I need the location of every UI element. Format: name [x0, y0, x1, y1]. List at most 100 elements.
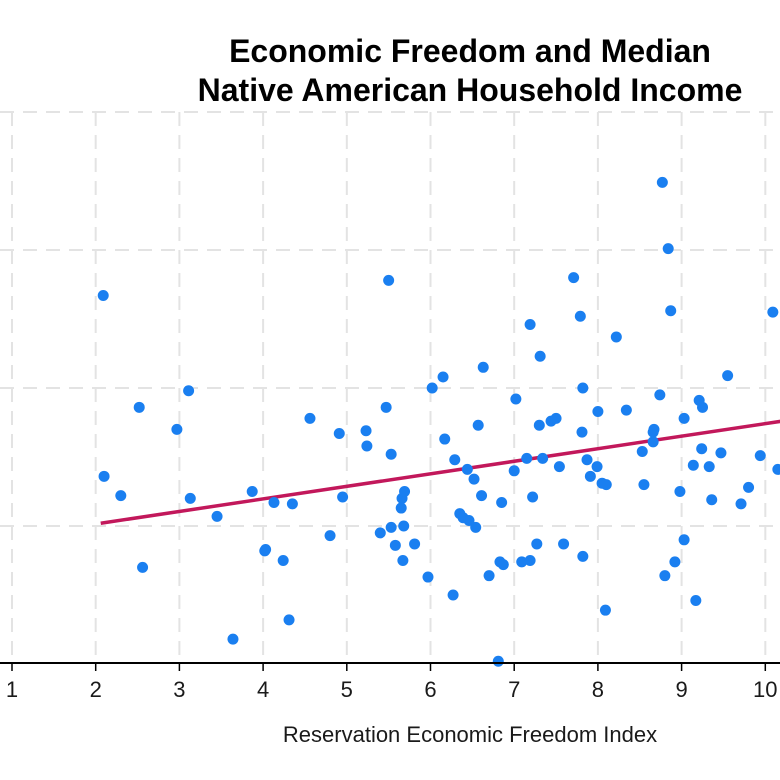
- data-point: [638, 479, 650, 491]
- data-point: [662, 243, 674, 255]
- data-point: [398, 520, 410, 532]
- data-point: [171, 423, 183, 435]
- data-point: [527, 491, 539, 503]
- data-point: [409, 538, 421, 550]
- data-point: [533, 419, 545, 431]
- data-point: [659, 570, 671, 582]
- data-point: [669, 556, 681, 568]
- data-point: [470, 521, 482, 533]
- data-point: [584, 470, 596, 482]
- chart-title-line-1: Economic Freedom and Median: [229, 33, 711, 69]
- data-point: [577, 550, 589, 562]
- data-point: [227, 633, 239, 645]
- data-point: [754, 450, 766, 462]
- data-point: [550, 412, 562, 424]
- data-point: [524, 555, 536, 566]
- data-point: [277, 555, 289, 566]
- data-point: [524, 319, 536, 331]
- data-point: [260, 543, 272, 555]
- data-point: [521, 452, 533, 464]
- data-point: [463, 514, 475, 526]
- x-tick-label: 10: [753, 677, 777, 702]
- data-point: [576, 426, 588, 438]
- regression-line-group: [100, 419, 780, 525]
- data-point: [508, 465, 520, 477]
- data-point: [468, 473, 480, 485]
- data-point: [647, 436, 659, 448]
- data-point: [715, 447, 727, 459]
- data-point: [674, 486, 686, 497]
- data-point: [449, 454, 461, 466]
- data-point: [610, 331, 622, 343]
- data-point: [678, 534, 690, 546]
- data-point: [380, 401, 392, 413]
- data-point: [599, 604, 611, 616]
- data-point: [568, 272, 580, 284]
- data-point: [497, 559, 509, 571]
- x-tick-label: 6: [424, 677, 436, 702]
- data-point: [537, 452, 549, 464]
- data-point: [534, 350, 546, 362]
- data-point: [678, 412, 690, 424]
- x-tick-label: 1: [6, 677, 18, 702]
- x-axis-label: Reservation Economic Freedom Index: [283, 722, 657, 747]
- data-point: [337, 491, 349, 503]
- chart-title-line-2: Native American Household Income: [198, 72, 743, 108]
- data-point: [397, 555, 409, 566]
- data-point: [374, 527, 386, 539]
- data-point: [97, 290, 109, 302]
- data-point: [654, 389, 666, 401]
- data-point: [600, 479, 612, 491]
- data-point: [558, 538, 570, 550]
- data-point: [399, 486, 411, 497]
- data-point: [706, 494, 718, 506]
- data-point: [476, 490, 488, 502]
- data-point: [115, 490, 127, 502]
- data-point: [656, 176, 668, 188]
- data-point: [735, 498, 747, 510]
- data-point: [246, 486, 258, 497]
- data-point: [577, 382, 589, 394]
- data-point: [133, 401, 145, 413]
- data-point: [743, 481, 755, 493]
- data-point: [333, 428, 345, 440]
- data-point: [591, 461, 603, 473]
- data-point: [574, 310, 586, 322]
- x-tick-label: 7: [508, 677, 520, 702]
- data-point: [211, 510, 223, 522]
- data-point: [483, 570, 495, 582]
- data-point: [268, 497, 280, 509]
- data-point: [516, 556, 528, 568]
- data-point: [477, 361, 489, 373]
- data-point: [665, 305, 677, 317]
- data-point: [286, 498, 298, 510]
- x-axis: 1 2 3 4 5 6 7 8 9 10: [0, 662, 780, 702]
- data-point: [447, 589, 459, 601]
- regression-line: [100, 419, 780, 525]
- data-point: [687, 459, 699, 471]
- data-point: [592, 405, 604, 417]
- data-point: [553, 461, 565, 473]
- data-point: [137, 561, 149, 573]
- data-point: [422, 571, 434, 583]
- data-point: [98, 470, 110, 482]
- data-point: [184, 492, 196, 504]
- data-point: [439, 433, 451, 445]
- data-point: [722, 370, 734, 382]
- data-point: [531, 538, 543, 550]
- data-point: [385, 521, 397, 533]
- data-point: [461, 463, 473, 475]
- data-point: [324, 530, 336, 542]
- data-point: [283, 614, 295, 626]
- data-point: [636, 445, 648, 457]
- data-point: [395, 502, 407, 514]
- data-point: [385, 448, 397, 460]
- data-point: [426, 382, 438, 394]
- data-point: [472, 419, 484, 431]
- x-tick-label: 2: [90, 677, 102, 702]
- data-points: [97, 176, 780, 667]
- data-point: [620, 404, 632, 416]
- data-point: [703, 461, 715, 473]
